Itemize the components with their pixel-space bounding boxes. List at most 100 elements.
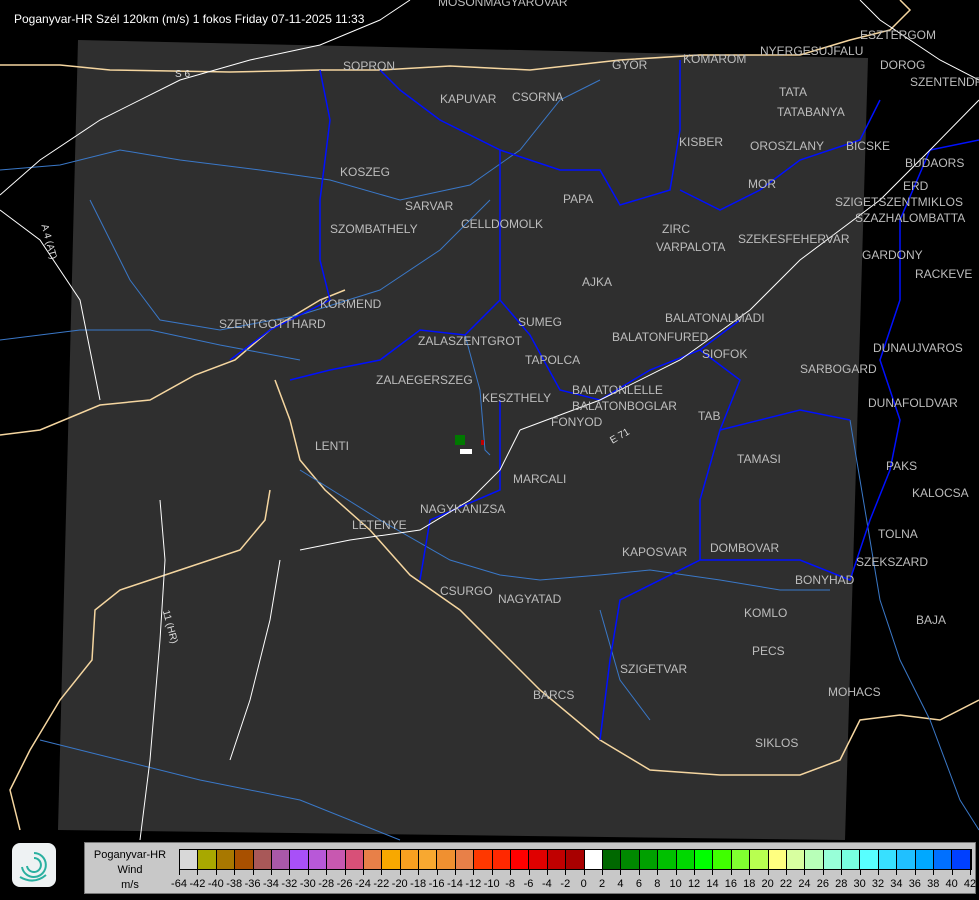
- city-label: ZALAEGERSZEG: [376, 373, 473, 387]
- legend-tick-label: 30: [853, 878, 866, 890]
- legend-tick-label: 12: [687, 878, 701, 890]
- city-label: KOSZEG: [340, 165, 391, 179]
- radar-echo-white: [460, 449, 472, 454]
- legend-color-cell: [786, 850, 806, 869]
- city-label: MOR: [748, 177, 776, 191]
- legend-color-cell: [529, 850, 548, 869]
- city-label: TATABANYA: [777, 105, 845, 119]
- legend-color-cell: [731, 850, 751, 869]
- legend-tick: [528, 869, 530, 875]
- legend-tick: [197, 869, 199, 875]
- city-label: AJKA: [582, 275, 613, 289]
- city-label: LETENYE: [352, 518, 407, 532]
- legend-tick-label: 8: [654, 878, 661, 890]
- river-lines: [0, 79, 979, 841]
- city-label: KESZTHELY: [482, 391, 552, 405]
- legend-tick-label: 22: [779, 878, 793, 890]
- legend-color-cell: [952, 850, 971, 869]
- legend-color-cell: [897, 850, 916, 869]
- legend-tick-label: -14: [446, 878, 463, 890]
- legend-tick: [362, 869, 364, 875]
- country-border: [0, 0, 979, 831]
- legend-tick-label: -30: [299, 878, 316, 890]
- city-label: ZALASZENTGROT: [418, 334, 523, 348]
- city-label: KOMAROM: [683, 52, 747, 66]
- legend-color-cell: [235, 850, 254, 869]
- legend-tick-label: -10: [483, 878, 500, 890]
- legend-tick-label: -36: [244, 878, 261, 890]
- legend-source: Poganyvar-HR: [93, 849, 167, 861]
- legend-color-cell: [492, 850, 512, 869]
- legend-tick-label: -28: [318, 878, 335, 890]
- legend-tick-label: 28: [835, 878, 848, 890]
- legend-color-cell: [768, 850, 787, 869]
- legend-color-cell: [676, 850, 695, 869]
- city-label: FONYOD: [551, 415, 603, 429]
- legend-tick: [896, 869, 898, 875]
- legend-tick: [970, 869, 971, 875]
- legend-tick-label: 14: [706, 878, 719, 890]
- city-label: SZIGETSZENTMIKLOS: [835, 195, 964, 209]
- city-label: CSURGO: [440, 584, 493, 598]
- city-label: SIKLOS: [755, 736, 799, 750]
- legend-tick-label: -38: [226, 878, 243, 890]
- city-label: TAMASI: [737, 452, 781, 466]
- city-label: ERD: [903, 179, 929, 193]
- legend-tick: [436, 869, 438, 875]
- legend-color-cell: [180, 850, 199, 869]
- legend-tick: [675, 869, 677, 875]
- legend-tick-label: -20: [391, 878, 408, 890]
- legend-color-cell: [658, 850, 677, 869]
- legend-tick-label: -4: [542, 878, 552, 890]
- legend-tick: [730, 869, 732, 875]
- legend-tick-label: -64: [171, 878, 187, 890]
- city-label: BICSKE: [846, 139, 891, 153]
- city-label: SZENTGOTTHARD: [219, 317, 326, 331]
- city-label: LENTI: [315, 439, 350, 453]
- legend-tick: [694, 869, 696, 875]
- city-label: DOMBOVAR: [710, 541, 780, 555]
- city-label: CSORNA: [512, 90, 564, 104]
- legend-tick-label: -32: [281, 878, 298, 890]
- city-label: DUNAUJVAROS: [873, 341, 963, 355]
- city-label: SZEKSZARD: [856, 555, 929, 569]
- city-label: TAB: [698, 409, 721, 423]
- legend-color-cell: [253, 850, 272, 869]
- legend-tick: [307, 869, 309, 875]
- city-label: OROSZLANY: [750, 139, 825, 153]
- city-label: MARCALI: [513, 472, 567, 486]
- legend-tick-label: 20: [761, 878, 774, 890]
- legend-color-cell: [363, 850, 383, 869]
- legend-tick: [657, 869, 659, 875]
- legend-color-cell: [419, 850, 438, 869]
- legend-tick-label: 10: [669, 878, 682, 890]
- city-label: SZIGETVAR: [620, 662, 688, 676]
- legend-tick: [418, 869, 420, 875]
- legend-color-cell: [271, 850, 291, 869]
- legend-tick: [344, 869, 346, 875]
- legend-color-cell: [823, 850, 843, 869]
- legend-color-cell: [805, 850, 824, 869]
- color-legend: Poganyvar-HR Wind m/s -64 -42 -40 -38 -36 -34…: [84, 842, 976, 894]
- legend-tick: [749, 869, 751, 875]
- city-label: CELLDOMOLK: [461, 217, 544, 231]
- legend-color-cell: [621, 850, 640, 869]
- legend-color-cell: [566, 850, 585, 869]
- city-label: GARDONY: [862, 248, 923, 262]
- city-label: BALATONLELLE: [572, 383, 663, 397]
- city-label: SZENTENDRE: [910, 75, 979, 89]
- legend-tick: [786, 869, 788, 875]
- radar-echo-red: [481, 440, 484, 445]
- legend-color-cell: [713, 850, 732, 869]
- city-label: KOMLO: [744, 606, 788, 620]
- legend-tick: [620, 869, 622, 875]
- legend-tick-label: -26: [336, 878, 353, 890]
- legend-color-cell: [860, 850, 879, 869]
- legend-tick-label: -34: [263, 878, 279, 890]
- legend-quantity: Wind: [117, 864, 143, 876]
- legend-color-cell: [547, 850, 567, 869]
- legend-tick-label: 26: [816, 878, 829, 890]
- legend-tick: [951, 869, 953, 875]
- legend-tick: [234, 869, 236, 875]
